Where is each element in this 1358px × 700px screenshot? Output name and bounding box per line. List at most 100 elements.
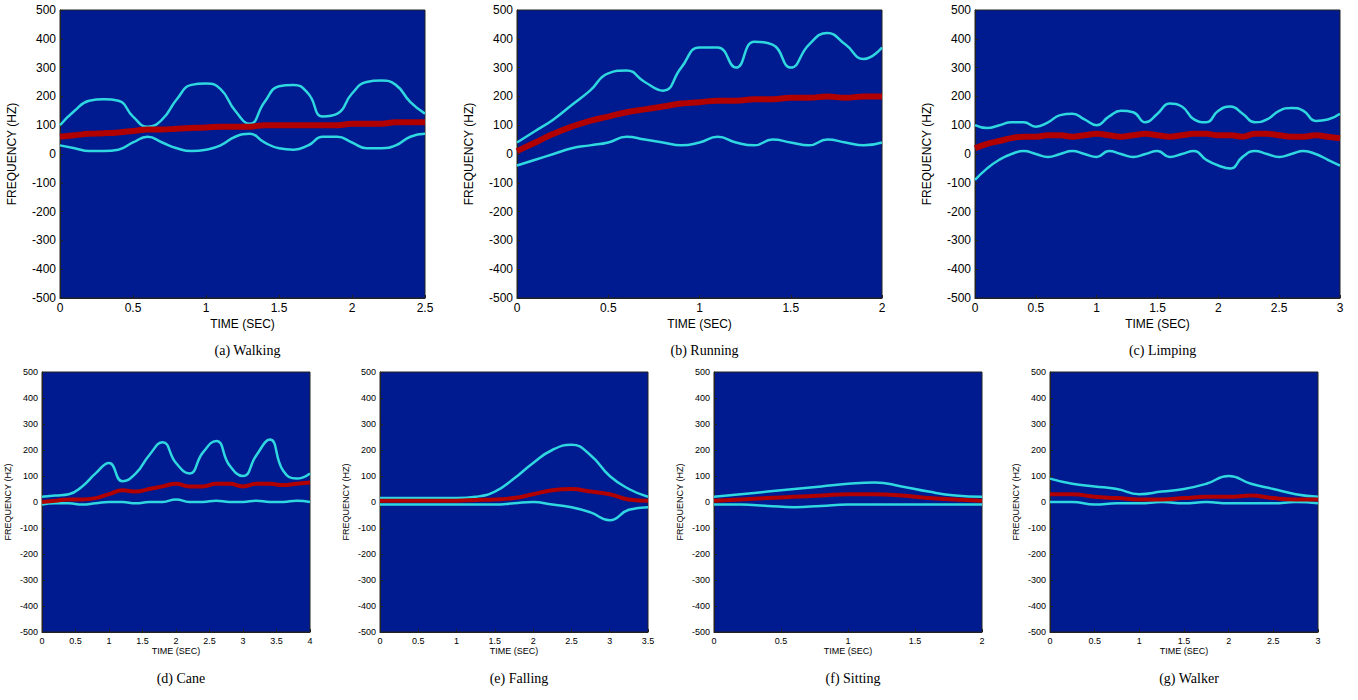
- svg-text:-300: -300: [947, 233, 971, 247]
- svg-text:-300: -300: [358, 575, 376, 585]
- svg-text:-400: -400: [947, 262, 971, 276]
- svg-text:-100: -100: [20, 523, 38, 533]
- svg-text:400: 400: [1031, 393, 1046, 403]
- svg-text:200: 200: [23, 445, 38, 455]
- svg-text:400: 400: [23, 393, 38, 403]
- svg-text:100: 100: [695, 471, 710, 481]
- svg-text:400: 400: [951, 32, 971, 46]
- svg-text:TIME (SEC): TIME (SEC): [1125, 317, 1190, 331]
- svg-text:-100: -100: [32, 176, 56, 190]
- svg-text:(g) Walker: (g) Walker: [1159, 671, 1219, 687]
- svg-text:500: 500: [361, 367, 376, 377]
- svg-text:-200: -200: [20, 549, 38, 559]
- svg-text:500: 500: [36, 3, 56, 17]
- svg-text:-100: -100: [1028, 523, 1046, 533]
- svg-text:0: 0: [964, 147, 971, 161]
- svg-text:(d) Cane: (d) Cane: [157, 671, 206, 687]
- svg-text:1: 1: [696, 301, 703, 315]
- svg-text:0: 0: [1047, 636, 1052, 646]
- svg-text:100: 100: [36, 118, 56, 132]
- svg-text:3: 3: [1315, 636, 1320, 646]
- svg-text:400: 400: [493, 32, 513, 46]
- svg-text:100: 100: [361, 471, 376, 481]
- svg-text:1.5: 1.5: [271, 301, 288, 315]
- svg-text:-500: -500: [489, 291, 513, 305]
- svg-text:0.5: 0.5: [412, 636, 425, 646]
- svg-text:-500: -500: [358, 627, 376, 637]
- svg-text:0: 0: [705, 497, 710, 507]
- svg-text:-200: -200: [489, 205, 513, 219]
- svg-text:0: 0: [506, 147, 513, 161]
- svg-text:0: 0: [377, 636, 382, 646]
- svg-text:200: 200: [493, 89, 513, 103]
- svg-text:300: 300: [36, 61, 56, 75]
- svg-text:-100: -100: [358, 523, 376, 533]
- svg-text:-200: -200: [1028, 549, 1046, 559]
- svg-text:1.5: 1.5: [1178, 636, 1191, 646]
- svg-text:FREQUENCY (HZ): FREQUENCY (HZ): [920, 103, 934, 205]
- svg-text:300: 300: [23, 419, 38, 429]
- svg-text:400: 400: [36, 32, 56, 46]
- svg-text:FREQUENCY (HZ): FREQUENCY (HZ): [462, 103, 476, 205]
- svg-text:-500: -500: [692, 627, 710, 637]
- svg-text:3: 3: [607, 636, 612, 646]
- svg-text:1: 1: [845, 636, 850, 646]
- svg-text:-500: -500: [20, 627, 38, 637]
- svg-text:1.5: 1.5: [909, 636, 922, 646]
- svg-text:200: 200: [951, 89, 971, 103]
- svg-text:300: 300: [1031, 419, 1046, 429]
- svg-text:500: 500: [1031, 367, 1046, 377]
- svg-text:2: 2: [1226, 636, 1231, 646]
- svg-text:400: 400: [695, 393, 710, 403]
- svg-text:1: 1: [1093, 301, 1100, 315]
- svg-text:300: 300: [361, 419, 376, 429]
- svg-text:300: 300: [493, 61, 513, 75]
- svg-text:0: 0: [371, 497, 376, 507]
- svg-text:1.5: 1.5: [489, 636, 502, 646]
- svg-text:(a) Walking: (a) Walking: [215, 343, 281, 359]
- svg-text:100: 100: [493, 118, 513, 132]
- svg-text:-400: -400: [1028, 601, 1046, 611]
- svg-text:4: 4: [307, 636, 312, 646]
- svg-text:0: 0: [711, 636, 716, 646]
- svg-text:0.5: 0.5: [69, 636, 82, 646]
- svg-text:FREQUENCY (HZ): FREQUENCY (HZ): [3, 464, 13, 541]
- svg-text:-300: -300: [1028, 575, 1046, 585]
- svg-text:100: 100: [1031, 471, 1046, 481]
- svg-text:3.5: 3.5: [270, 636, 283, 646]
- svg-text:-200: -200: [692, 549, 710, 559]
- svg-text:2: 2: [173, 636, 178, 646]
- svg-text:-100: -100: [692, 523, 710, 533]
- svg-text:500: 500: [951, 3, 971, 17]
- svg-text:1: 1: [203, 301, 210, 315]
- svg-text:2: 2: [531, 636, 536, 646]
- svg-text:0.5: 0.5: [1027, 301, 1044, 315]
- svg-text:-400: -400: [32, 262, 56, 276]
- svg-text:-200: -200: [947, 205, 971, 219]
- svg-text:FREQUENCY (HZ): FREQUENCY (HZ): [5, 103, 19, 205]
- svg-text:1: 1: [106, 636, 111, 646]
- svg-text:0: 0: [49, 147, 56, 161]
- svg-text:100: 100: [951, 118, 971, 132]
- svg-text:0: 0: [1041, 497, 1046, 507]
- svg-text:(c) Limping: (c) Limping: [1129, 343, 1196, 359]
- svg-text:TIME (SEC): TIME (SEC): [824, 646, 873, 656]
- svg-text:0: 0: [33, 497, 38, 507]
- svg-text:3: 3: [240, 636, 245, 646]
- svg-text:(e) Falling: (e) Falling: [490, 671, 549, 687]
- svg-text:0: 0: [39, 636, 44, 646]
- svg-text:500: 500: [493, 3, 513, 17]
- svg-text:FREQUENCY (HZ): FREQUENCY (HZ): [1011, 464, 1021, 541]
- svg-text:0.5: 0.5: [1088, 636, 1101, 646]
- svg-text:2.5: 2.5: [565, 636, 578, 646]
- svg-text:-500: -500: [1028, 627, 1046, 637]
- svg-text:200: 200: [695, 445, 710, 455]
- svg-text:300: 300: [951, 61, 971, 75]
- svg-text:-500: -500: [32, 291, 56, 305]
- svg-text:-300: -300: [692, 575, 710, 585]
- svg-text:-100: -100: [947, 176, 971, 190]
- svg-text:0: 0: [57, 301, 64, 315]
- svg-text:3.5: 3.5: [642, 636, 655, 646]
- svg-text:0: 0: [514, 301, 521, 315]
- svg-text:FREQUENCY (HZ): FREQUENCY (HZ): [675, 464, 685, 541]
